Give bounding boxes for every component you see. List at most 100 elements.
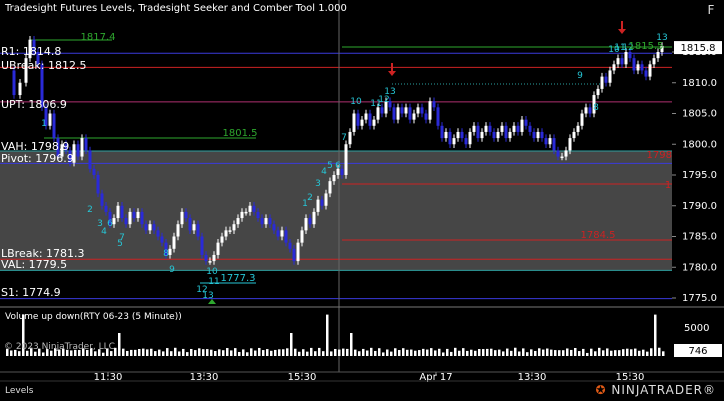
volume-bar [154,351,157,356]
volume-bar [254,350,257,356]
candle-body [476,125,480,139]
seeker-count-label: 2 [307,193,313,203]
candle-body [460,131,464,139]
price-tick-label: 1785.0 [682,232,717,243]
candle-body [500,125,504,132]
volume-bar [262,350,265,356]
copyright-text: © 2023 NinjaTrader, LLC [4,342,115,352]
candle-body [176,224,180,237]
candle-body [636,64,640,71]
price-annotation-label: 1784.5 [581,230,616,241]
candle-body [148,224,152,231]
candle-body [464,138,468,145]
candle-body [284,230,288,243]
volume-bar [230,350,233,356]
volume-bar [542,349,545,356]
candle-body [624,52,628,65]
volume-bar [546,348,549,356]
tab-levels[interactable]: Levels [5,386,34,396]
candle-body [376,107,380,120]
volume-bar [642,349,645,356]
volume-bar [6,348,9,356]
volume-bar [62,348,65,356]
volume-bar [342,348,345,356]
candle-body [132,211,136,219]
candle-body [620,58,624,65]
brand-reg: ® [703,383,716,397]
seeker-count-label: 5 [117,239,123,249]
volume-bar [518,351,521,356]
volume-bar [606,348,609,356]
seeker-count-label: 13 [656,33,667,43]
float-button[interactable]: F [707,3,715,17]
level-lines [0,52,672,300]
current-price-label: 1815.8 [681,43,716,54]
volume-bar [598,347,601,356]
candle-body [372,119,376,126]
candle-body [420,107,424,114]
candle-body [344,144,348,175]
volume-bar [46,349,49,356]
volume-bar [622,349,625,356]
candle-body [84,138,88,151]
volume-bar [426,349,429,356]
volume-bar [454,347,457,356]
time-tick-label: 15:30 [616,372,645,383]
seeker-count-label: 9 [577,71,583,81]
candle-body [144,224,148,231]
price-annotations: 1817.4 1801.5 1777.3 1798.8 1784.5 1815.5 1 [81,32,682,284]
volume-bar [98,349,101,356]
volume-bar [326,314,329,356]
candle-body [124,218,128,225]
seeker-count-label: 8 [593,103,599,113]
volume-bar [174,347,177,356]
candle-body [288,242,292,249]
level-label-pivot: Pivot: 1796.9 [1,152,74,165]
candle-body [660,45,664,52]
candle-body [120,205,124,219]
candle-body [436,107,440,126]
candle-body [644,70,648,77]
arrow-down-icon [388,63,396,76]
volume-bar [498,349,501,356]
candle-body [308,218,312,225]
volume-bar [142,348,145,356]
arrow-down-icon [618,21,626,34]
price-axis[interactable] [672,0,724,372]
candle-body [192,224,196,231]
candle-body [640,64,644,71]
candle-body [296,242,300,262]
volume-bar [290,333,293,356]
candle-body [336,168,340,175]
candle-body [492,131,496,139]
volume-bar [554,350,557,356]
candle-body [64,144,68,151]
volume-bar [470,349,473,356]
candle-body [356,113,360,126]
candle-body [196,224,200,237]
volume-bar [42,352,45,356]
candle-body [116,205,120,219]
volume-bar [634,348,637,356]
volume-bar [490,348,493,356]
price-annotation-label: 1777.3 [221,273,256,284]
volume-bar [370,347,373,356]
candle-body [136,211,140,219]
candle-body [12,70,16,96]
level-label-s1: S1: 1774.9 [1,286,61,299]
volume-bar [586,352,589,356]
candle-body [568,138,572,151]
candle-body [180,211,184,225]
volume-bar [178,351,181,356]
candle-body [448,131,452,145]
volume-bar [286,348,289,356]
candles [12,36,664,265]
volume-bar [14,349,17,356]
candle-body [484,125,488,132]
volume-bar [390,351,393,356]
candle-body [200,236,204,255]
seeker-count-label: 3 [315,179,321,189]
candle-body [228,230,232,232]
volume-bar [170,351,173,356]
time-axis-ticks[interactable]: 11:30 13:30 15:30 Apr 17 13:30 15:30 [94,372,645,383]
